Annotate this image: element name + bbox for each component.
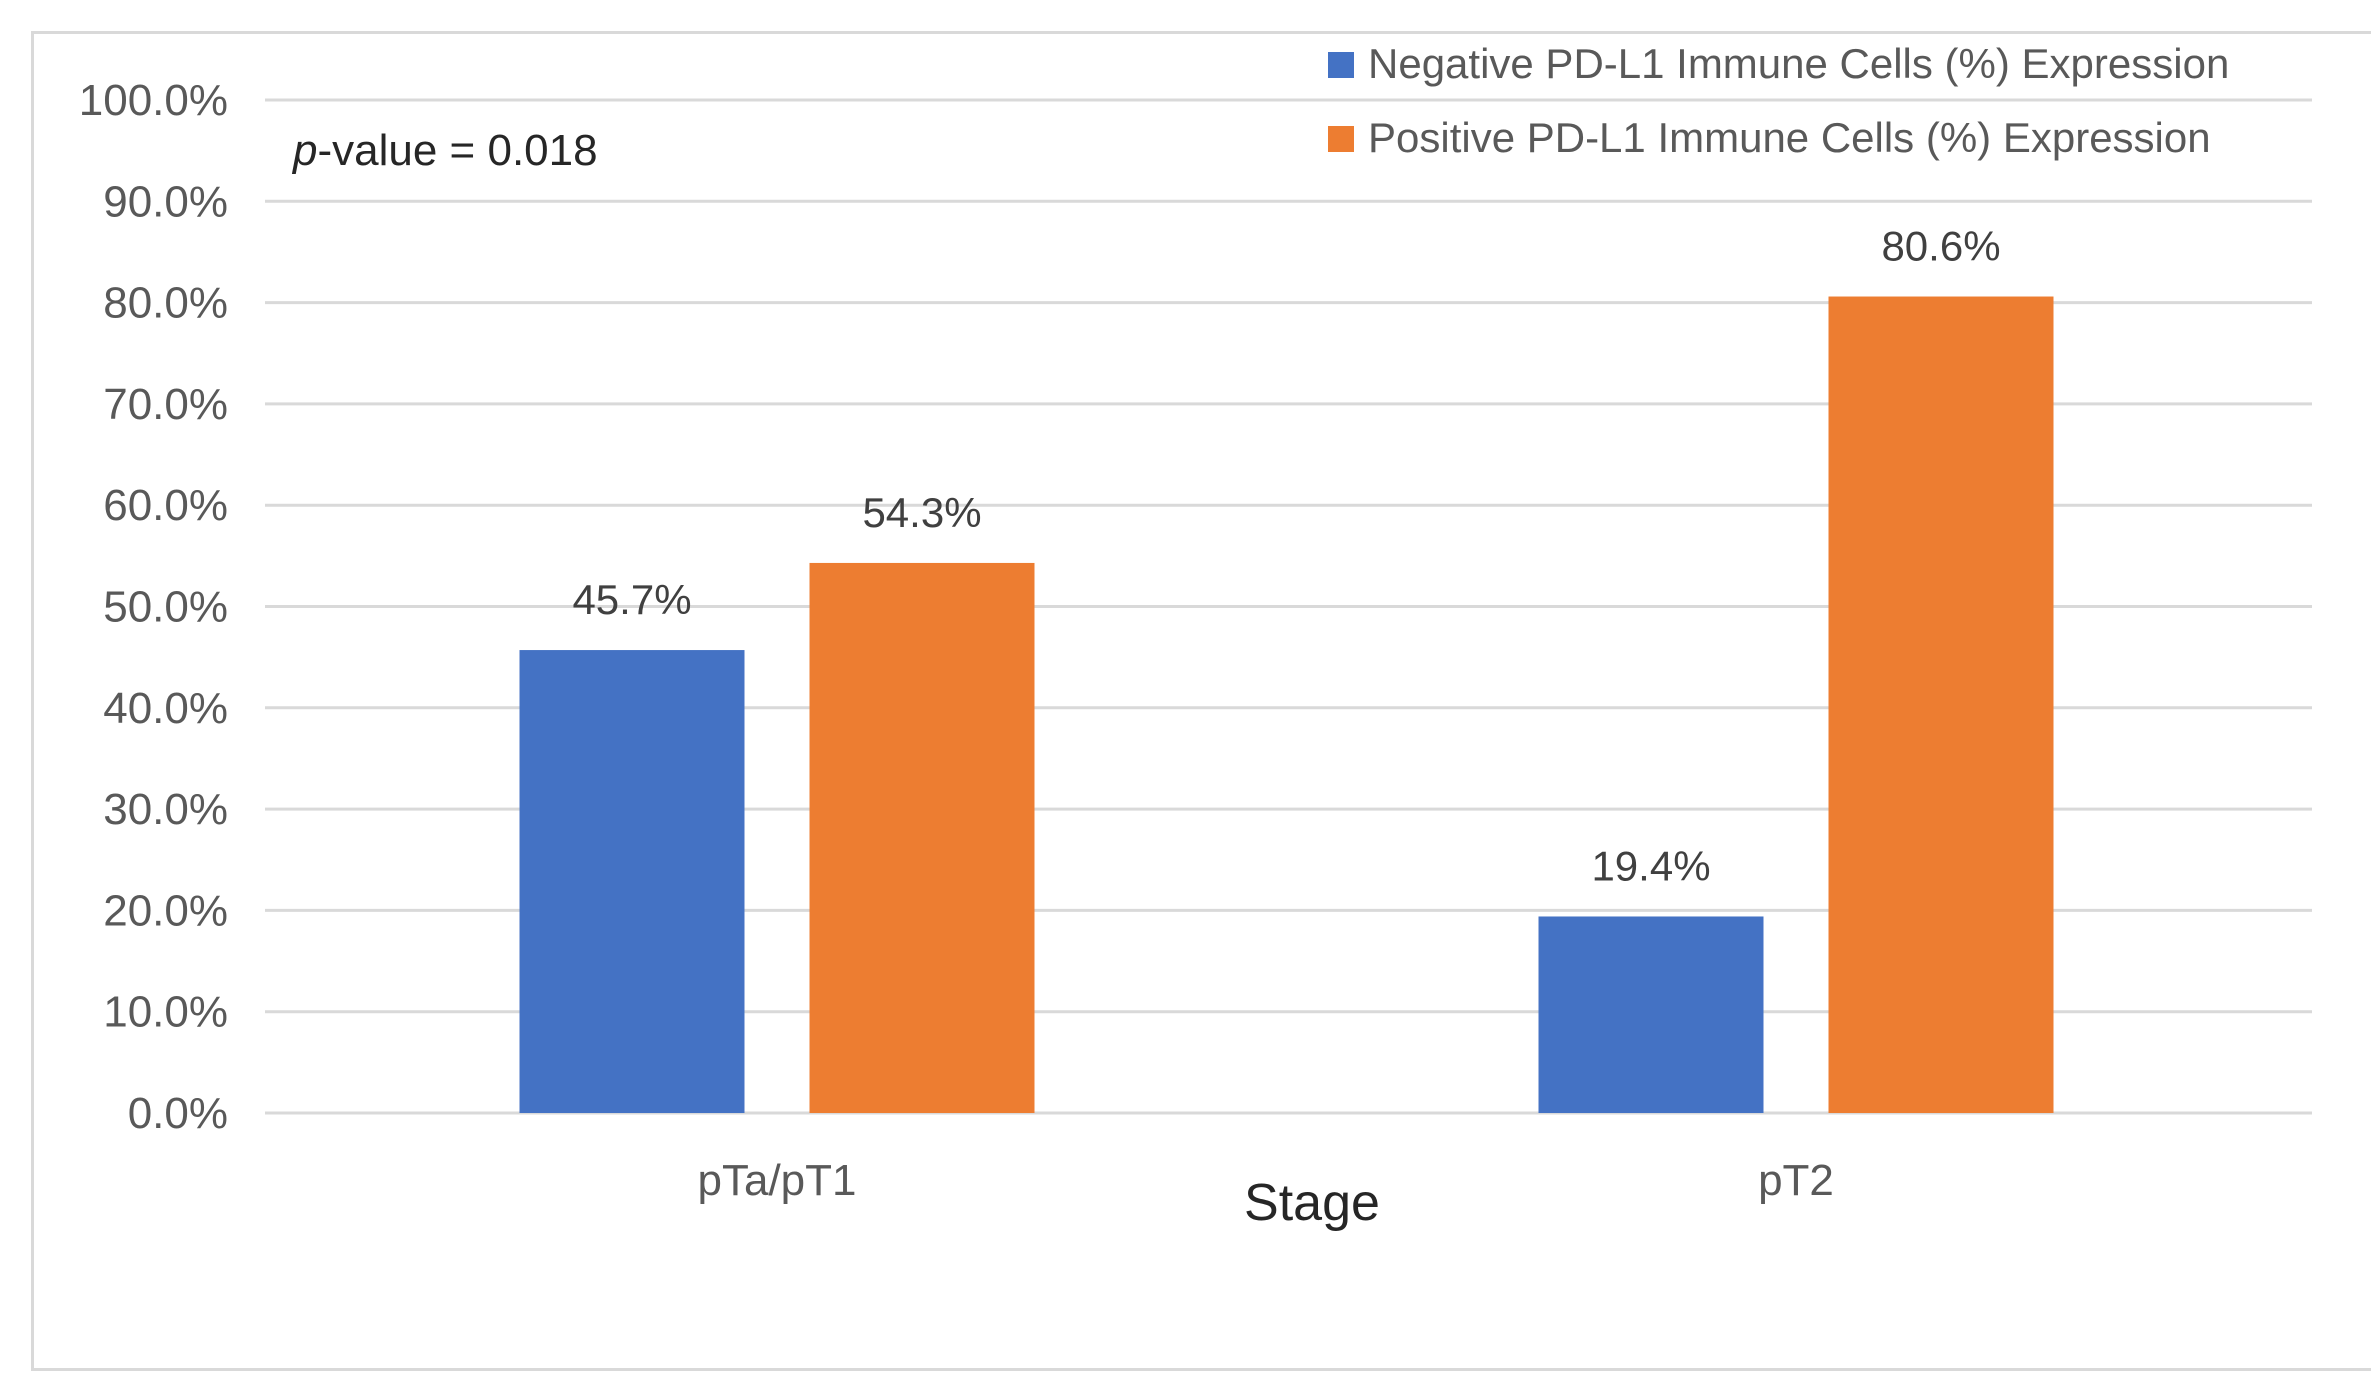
y-tick-label: 60.0% [103,481,228,530]
y-tick-label: 90.0% [103,177,228,226]
data-label: 80.6% [1881,223,2000,270]
legend-label-negative: Negative PD-L1 Immune Cells (%) Expressi… [1368,40,2229,87]
bar-positive-pta-pt1 [809,562,1035,1113]
bar-positive-pt2 [1828,296,2054,1114]
bar-negative-pta-pt1 [519,650,745,1113]
y-tick-label: 20.0% [103,886,228,935]
y-tick-label: 70.0% [103,380,228,429]
y-axis-ticks: 0.0% 10.0% 20.0% 30.0% 40.0% 50.0% 60.0% 70.0% 8… [79,76,228,1138]
data-label: 45.7% [572,576,691,623]
x-axis-title: Stage [1244,1174,1380,1232]
p-value-annotation: p-value = 0.018 [291,126,598,175]
x-tick-label: pTa/pT1 [698,1156,857,1205]
y-tick-label: 80.0% [103,279,228,328]
legend: Negative PD-L1 Immune Cells (%) Expressi… [1328,40,2229,161]
bars [519,296,2054,1114]
x-axis-ticks: pTa/pT1 pT2 [698,1156,1834,1205]
y-tick-label: 10.0% [103,988,228,1037]
y-tick-label: 40.0% [103,684,228,733]
legend-label-positive: Positive PD-L1 Immune Cells (%) Expressi… [1368,114,2211,161]
data-label: 54.3% [862,489,981,536]
y-tick-label: 0.0% [128,1089,228,1138]
p-value-italic: p [291,126,317,175]
y-tick-label: 30.0% [103,785,228,834]
y-tick-label: 100.0% [79,76,228,125]
y-tick-label: 50.0% [103,583,228,632]
x-tick-label: pT2 [1758,1156,1834,1205]
data-labels: 45.7% 54.3% 19.4% 80.6% [572,223,2000,890]
legend-swatch-negative [1328,52,1354,78]
p-value-text: -value = 0.018 [317,126,597,175]
data-label: 19.4% [1591,842,1710,889]
legend-swatch-positive [1328,126,1354,152]
bar-negative-pt2 [1538,916,1764,1113]
